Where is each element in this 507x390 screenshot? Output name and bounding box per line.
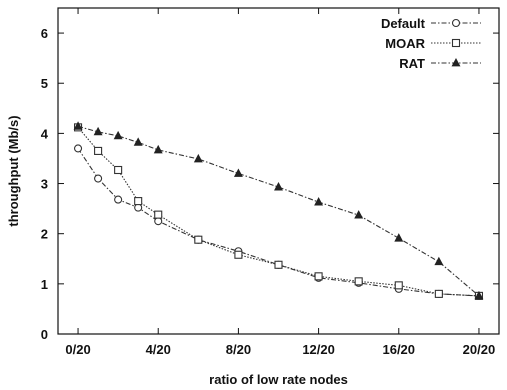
data-point-default [73,144,83,153]
data-point-rat [474,290,484,300]
data-point-moar [134,197,143,206]
x-tick-label: 16/20 [382,342,415,357]
series-layer [73,121,484,300]
data-point-default [114,195,123,204]
series-line-default [77,148,479,297]
x-tick-label: 0/20 [65,342,90,357]
legend-marker-moar [451,38,461,48]
x-axis-ticks: 0/20 4/20 8/20 12/20 16/20 20/20 [65,8,495,357]
y-tick-label: 0 [41,327,48,342]
data-point-rat [394,233,404,242]
y-axis-label: throughput (Mb/s) [6,115,21,226]
x-tick-label: 4/20 [146,342,171,357]
x-tick-label: 20/20 [463,342,496,357]
data-point-rat [354,210,364,219]
y-tick-label: 5 [41,76,48,91]
data-point-moar [274,260,283,269]
data-point-default [154,217,163,226]
y-tick-label: 1 [41,277,48,292]
data-point-rat [274,181,283,191]
x-tick-label: 12/20 [302,342,335,357]
data-point-moar [394,281,403,290]
legend-label-moar: MOAR [385,36,425,51]
data-point-rat [434,256,444,266]
data-point-moar [194,235,203,244]
data-point-rat [314,197,324,206]
plot-frame [57,7,500,335]
data-point-rat [233,168,243,177]
data-point-moar [354,277,363,286]
x-axis-label: ratio of low rate nodes [209,372,348,387]
y-tick-label: 2 [41,227,48,242]
series-moar [73,123,484,300]
series-default [73,144,484,300]
legend-marker-default [451,18,461,28]
legend-label-rat: RAT [399,56,425,71]
legend: Default MOAR RAT [381,16,481,71]
data-point-rat [133,137,143,146]
data-point-default [94,174,103,183]
y-tick-label: 4 [41,126,49,141]
data-point-moar [434,289,443,298]
y-tick-label: 3 [41,177,48,192]
x-tick-label: 8/20 [226,342,251,357]
y-axis-ticks: 0 1 2 3 4 5 6 [41,26,499,342]
data-point-moar [234,250,243,259]
data-point-moar [314,272,323,281]
series-rat [73,121,484,300]
data-point-rat [113,130,123,140]
legend-marker-rat [451,57,461,67]
data-point-default [134,203,143,212]
data-point-rat [153,144,163,154]
data-point-rat [73,121,83,130]
data-point-moar [154,210,163,219]
data-point-rat [93,126,103,136]
data-point-moar [114,165,123,175]
data-point-moar [94,146,103,155]
data-point-rat [193,153,203,163]
legend-label-default: Default [381,16,426,31]
y-tick-label: 6 [41,26,48,41]
